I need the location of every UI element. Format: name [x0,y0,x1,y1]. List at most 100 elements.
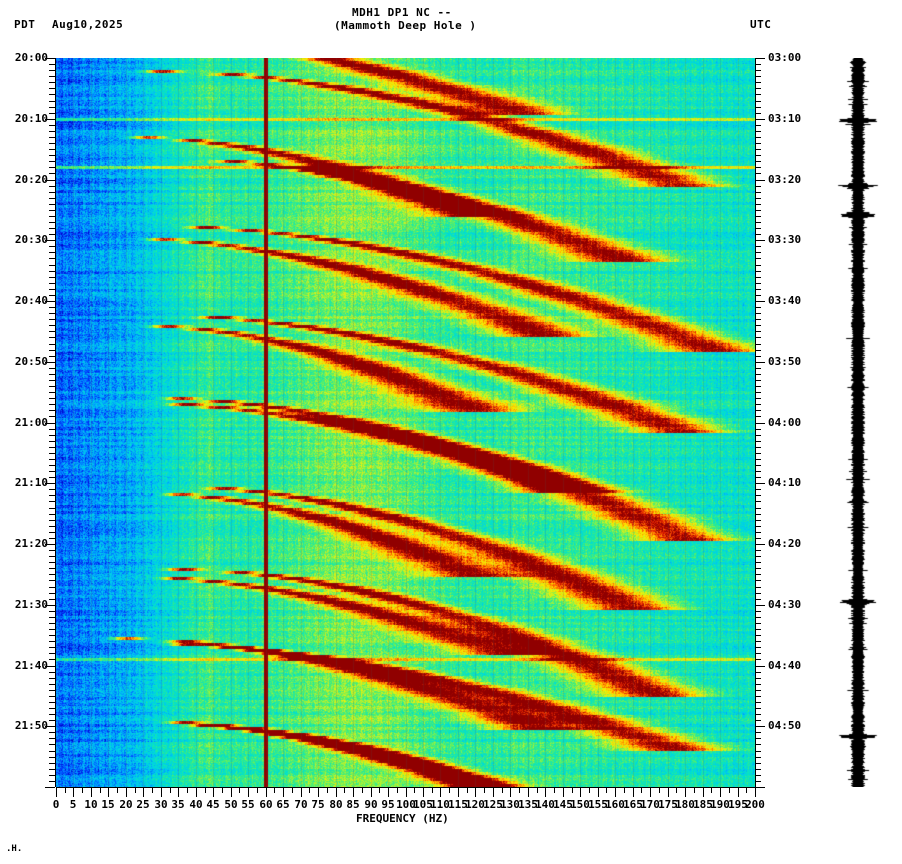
time-tick-minor-right [755,380,761,381]
frequency-tick-minor [397,788,398,793]
time-tick-minor-left [49,684,55,685]
frequency-tick-major [755,788,756,797]
time-tick-minor-left [49,143,55,144]
time-tick-minor-right [755,653,761,654]
time-tick-minor-left [49,672,55,673]
time-tick-minor-left [49,149,55,150]
time-tick-minor-left [49,82,55,83]
frequency-tick-major [388,788,389,797]
frequency-tick-minor [222,788,223,793]
frequency-tick-major [126,788,127,797]
frequency-tick-major [371,788,372,797]
frequency-tick-major [685,788,686,797]
frequency-label: 180 [675,798,695,811]
frequency-tick-major [406,788,407,797]
time-tick-minor-left [49,404,55,405]
frequency-tick-minor [606,788,607,793]
time-tick-major-right [755,483,765,484]
frequency-label: 125 [483,798,503,811]
frequency-tick-major [213,788,214,797]
frequency-tick-minor [65,788,66,793]
frequency-tick-major [668,788,669,797]
frequency-tick-minor [205,788,206,793]
spectrogram-plot-area[interactable] [56,58,755,787]
time-tick-minor-left [49,587,55,588]
frequency-tick-minor [467,788,468,793]
time-label-right: 04:10 [768,476,802,489]
frequency-label: 80 [329,798,343,811]
time-tick-minor-right [755,593,761,594]
time-tick-minor-left [49,295,55,296]
frequency-tick-minor [502,788,503,793]
time-tick-minor-right [755,635,761,636]
frequency-tick-major [458,788,459,797]
time-tick-major-left [45,726,55,727]
frequency-tick-minor [659,788,660,793]
time-tick-minor-left [49,623,55,624]
time-tick-minor-right [755,319,761,320]
time-tick-minor-right [755,265,761,266]
frequency-label: 170 [640,798,660,811]
spectrogram-image[interactable] [56,58,755,787]
time-tick-major-left [45,483,55,484]
time-tick-minor-right [755,337,761,338]
time-tick-major-left [45,180,55,181]
time-tick-minor-left [49,131,55,132]
frequency-label: 185 [693,798,713,811]
frequency-tick-minor [187,788,188,793]
time-tick-minor-right [755,192,761,193]
time-label-right: 03:30 [768,233,802,246]
time-tick-minor-right [755,775,761,776]
frequency-tick-minor [432,788,433,793]
time-tick-minor-right [755,204,761,205]
time-tick-minor-right [755,611,761,612]
frequency-tick-minor [449,788,450,793]
time-tick-major-left [45,423,55,424]
time-tick-major-right [755,362,765,363]
time-tick-minor-right [755,386,761,387]
time-tick-minor-right [755,331,761,332]
time-tick-minor-right [755,76,761,77]
time-tick-minor-left [49,435,55,436]
time-label-left: 20:30 [14,233,48,246]
time-tick-minor-left [49,410,55,411]
time-tick-minor-left [49,228,55,229]
time-tick-minor-right [755,587,761,588]
frequency-tick-minor [624,788,625,793]
time-tick-minor-left [49,477,55,478]
time-tick-minor-left [49,690,55,691]
time-tick-minor-left [49,186,55,187]
frequency-label: 0 [52,798,60,811]
time-label-right: 04:40 [768,659,802,672]
frequency-tick-minor [152,788,153,793]
time-tick-minor-right [755,186,761,187]
frequency-label: 15 [101,798,115,811]
time-tick-minor-right [755,580,761,581]
frequency-label: 25 [136,798,150,811]
time-tick-major-left [45,544,55,545]
time-tick-minor-left [49,101,55,102]
time-tick-minor-right [755,501,761,502]
time-tick-minor-left [49,720,55,721]
time-label-right: 03:00 [768,51,802,64]
frequency-tick-major [703,788,704,797]
time-tick-minor-right [755,295,761,296]
time-tick-major-left [45,666,55,667]
time-tick-minor-left [49,289,55,290]
frequency-label: 85 [346,798,360,811]
time-tick-minor-left [49,380,55,381]
frequency-label: 110 [430,798,450,811]
corner-mark: .H. [6,844,23,854]
time-tick-minor-right [755,763,761,764]
frequency-label: 100 [396,798,416,811]
time-label-right: 03:10 [768,112,802,125]
time-tick-minor-left [49,641,55,642]
frequency-tick-major [196,788,197,797]
time-tick-minor-right [755,173,761,174]
time-tick-minor-left [49,283,55,284]
time-tick-minor-left [49,441,55,442]
frequency-tick-major [353,788,354,797]
time-tick-minor-left [49,635,55,636]
frequency-tick-minor [239,788,240,793]
time-tick-minor-left [49,76,55,77]
